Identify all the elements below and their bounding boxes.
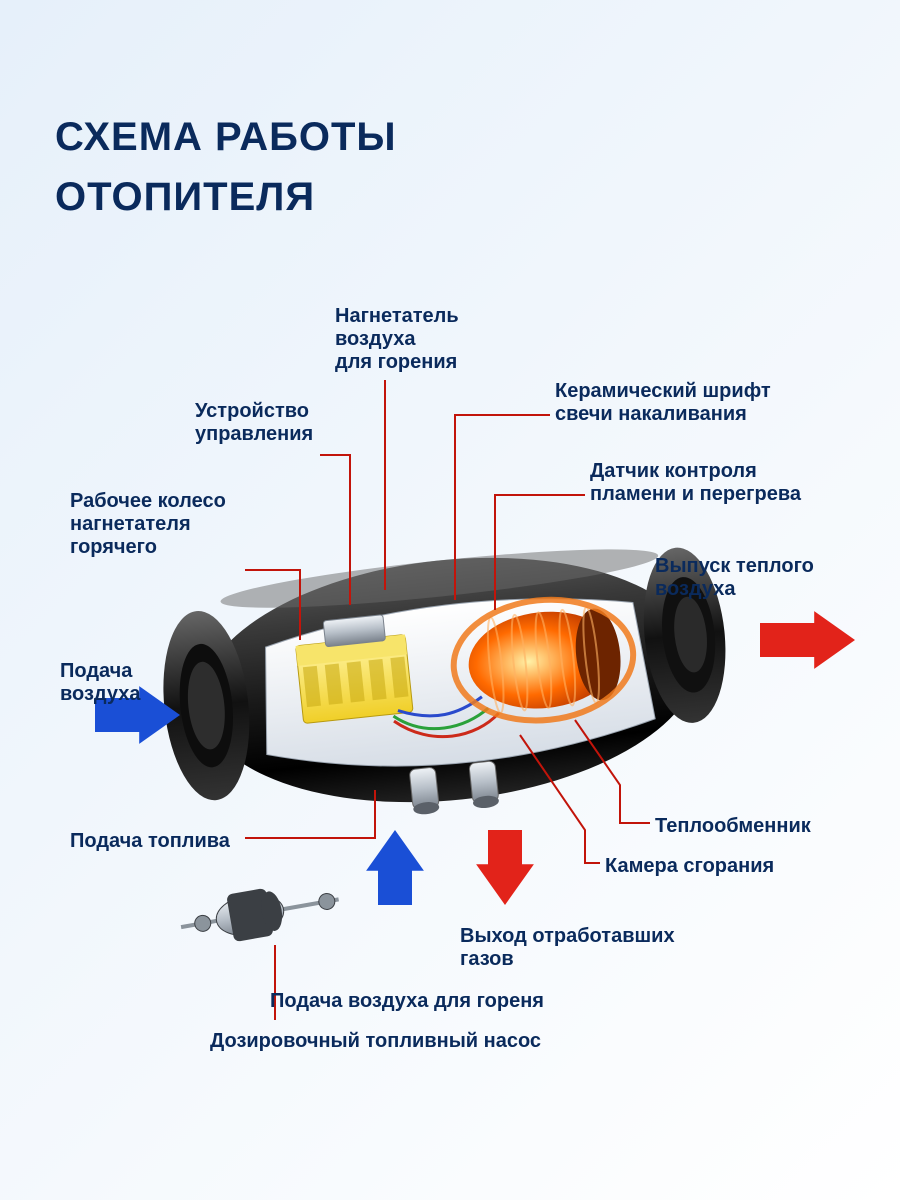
combustion-air-in-arrow [366,830,424,905]
label-hot-out-label: Выпуск теплоговоздуха [655,555,814,601]
label-impeller: Рабочее колесонагнетателягорячего [70,490,226,559]
label-air-in-label: Подачавоздуха [60,660,140,706]
label-combustion-chamber: Камера сгорания [605,855,774,878]
label-exhaust-label: Выход отработавшихгазов [460,925,675,971]
label-glow-plug: Керамический шрифтсвечи накаливания [555,380,771,426]
exhaust-out-arrow [476,830,534,905]
label-combustion-air-label: Подача воздуха для гореня [270,990,544,1013]
heater [152,532,740,841]
label-fuel-pump: Дозировочный топливный насос [210,1030,541,1053]
title-line2: ОТОПИТЕЛЯ [55,175,315,220]
page: СХЕМА РАБОТЫ ОТОПИТЕЛЯ Рабочее колесонаг… [0,0,900,1200]
label-fuel-in: Подача топлива [70,830,230,853]
hot-out-arrow [760,611,855,669]
label-flame-sensor: Датчик контроляпламени и перегрева [590,460,801,506]
label-control-unit: Устройствоуправления [195,400,313,446]
label-blower: Нагнетательвоздуха для горения [335,305,459,374]
label-heat-exchanger: Теплообменник [655,815,811,838]
fuel-pump-graphic [177,876,343,951]
title-line1: СХЕМА РАБОТЫ [55,115,397,160]
